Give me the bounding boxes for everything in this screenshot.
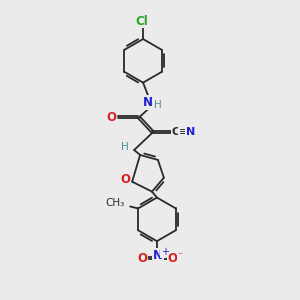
Text: H: H	[154, 100, 162, 110]
Text: CH₃: CH₃	[105, 199, 124, 208]
Text: H: H	[122, 142, 129, 152]
Text: O: O	[106, 111, 116, 124]
Text: O: O	[120, 173, 130, 186]
Text: O: O	[137, 253, 147, 266]
Text: C: C	[172, 127, 180, 137]
Text: ≡: ≡	[179, 127, 188, 137]
Text: N: N	[143, 96, 153, 109]
Text: O: O	[168, 253, 178, 266]
Text: N: N	[153, 248, 163, 262]
Text: Cl: Cl	[136, 15, 148, 28]
Text: N: N	[186, 127, 195, 137]
Text: ⁻: ⁻	[177, 251, 182, 261]
Text: +: +	[161, 247, 169, 257]
